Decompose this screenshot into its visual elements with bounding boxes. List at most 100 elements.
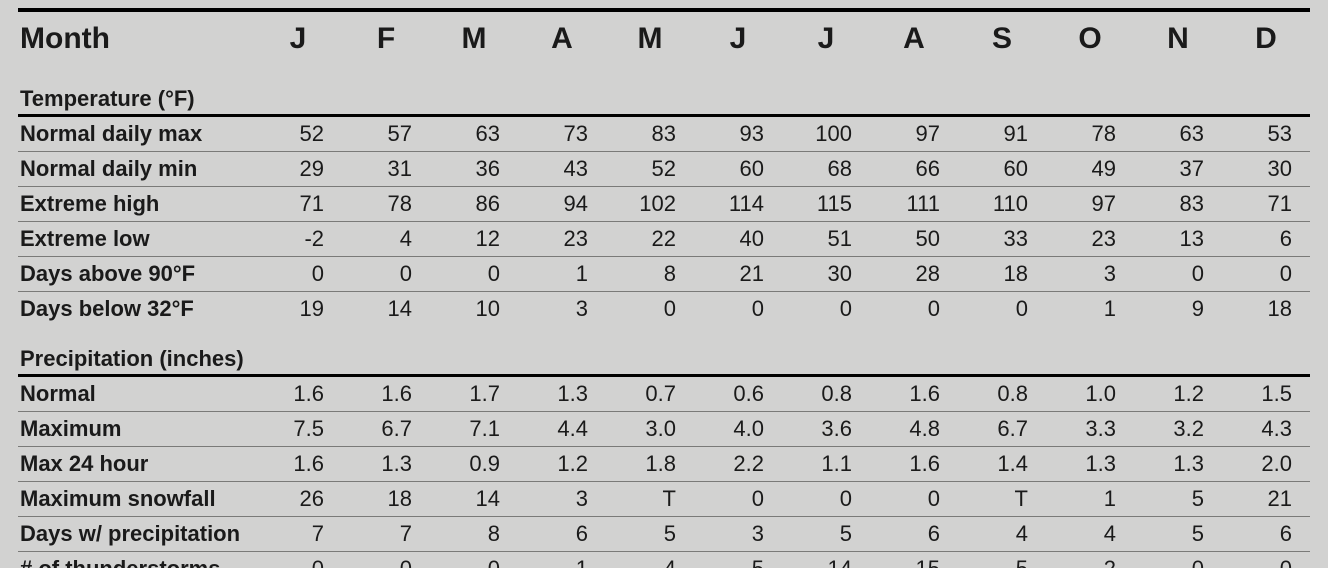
cell: 6.7: [958, 412, 1046, 447]
cell: 66: [870, 152, 958, 187]
cell: 2: [1046, 552, 1134, 568]
cell: 1.3: [1134, 447, 1222, 482]
cell: 7.1: [430, 412, 518, 447]
month-col-2: M: [430, 10, 518, 66]
section-title-0: Temperature (°F): [18, 66, 1310, 116]
cell: 100: [782, 116, 870, 152]
section-heading-precipitation: Precipitation (inches): [18, 326, 1310, 376]
table-row: Maximum 7.5 6.7 7.1 4.4 3.0 4.0 3.6 4.8 …: [18, 412, 1310, 447]
row-label: Days below 32°F: [18, 292, 254, 327]
cell: 111: [870, 187, 958, 222]
month-col-1: F: [342, 10, 430, 66]
cell: 0.9: [430, 447, 518, 482]
cell: 14: [782, 552, 870, 568]
cell: 71: [1222, 187, 1310, 222]
cell: 0: [342, 552, 430, 568]
climate-table: Month J F M A M J J A S O N D Temperatur…: [18, 8, 1310, 568]
cell: 13: [1134, 222, 1222, 257]
cell: 0: [1134, 552, 1222, 568]
cell: 43: [518, 152, 606, 187]
cell: 1.6: [342, 376, 430, 412]
climate-table-page: Month J F M A M J J A S O N D Temperatur…: [0, 0, 1328, 568]
table-row: Normal 1.6 1.6 1.7 1.3 0.7 0.6 0.8 1.6 0…: [18, 376, 1310, 412]
cell: 0: [254, 552, 342, 568]
header-title: Month: [18, 10, 254, 66]
month-col-3: A: [518, 10, 606, 66]
cell: 50: [870, 222, 958, 257]
cell: T: [958, 482, 1046, 517]
cell: 1: [1046, 292, 1134, 327]
cell: 7: [342, 517, 430, 552]
cell: 73: [518, 116, 606, 152]
cell: 31: [342, 152, 430, 187]
row-label: Extreme high: [18, 187, 254, 222]
cell: T: [606, 482, 694, 517]
cell: -2: [254, 222, 342, 257]
row-label: Maximum: [18, 412, 254, 447]
cell: 78: [342, 187, 430, 222]
cell: 12: [430, 222, 518, 257]
cell: 52: [254, 116, 342, 152]
cell: 40: [694, 222, 782, 257]
cell: 26: [254, 482, 342, 517]
cell: 3: [518, 482, 606, 517]
month-col-11: D: [1222, 10, 1310, 66]
cell: 5: [958, 552, 1046, 568]
cell: 97: [1046, 187, 1134, 222]
cell: 36: [430, 152, 518, 187]
row-label: Normal daily max: [18, 116, 254, 152]
cell: 1.6: [870, 376, 958, 412]
cell: 14: [342, 292, 430, 327]
cell: 4: [1046, 517, 1134, 552]
cell: 0.7: [606, 376, 694, 412]
row-label: Max 24 hour: [18, 447, 254, 482]
cell: 1.6: [870, 447, 958, 482]
cell: 0: [1222, 257, 1310, 292]
cell: 10: [430, 292, 518, 327]
cell: 60: [958, 152, 1046, 187]
cell: 1.4: [958, 447, 1046, 482]
cell: 7.5: [254, 412, 342, 447]
cell: 3.2: [1134, 412, 1222, 447]
cell: 30: [1222, 152, 1310, 187]
cell: 21: [694, 257, 782, 292]
cell: 21: [1222, 482, 1310, 517]
cell: 33: [958, 222, 1046, 257]
cell: 1.3: [518, 376, 606, 412]
month-col-5: J: [694, 10, 782, 66]
cell: 22: [606, 222, 694, 257]
month-col-10: N: [1134, 10, 1222, 66]
cell: 18: [1222, 292, 1310, 327]
cell: 0: [254, 257, 342, 292]
cell: 37: [1134, 152, 1222, 187]
cell: 68: [782, 152, 870, 187]
cell: 1.6: [254, 376, 342, 412]
cell: 6: [1222, 222, 1310, 257]
cell: 5: [1134, 482, 1222, 517]
cell: 1: [1046, 482, 1134, 517]
cell: 9: [1134, 292, 1222, 327]
cell: 2.2: [694, 447, 782, 482]
table-row: Days w/ precipitation 7 7 8 6 5 3 5 6 4 …: [18, 517, 1310, 552]
cell: 23: [1046, 222, 1134, 257]
section-heading-temperature: Temperature (°F): [18, 66, 1310, 116]
row-label: Extreme low: [18, 222, 254, 257]
cell: 57: [342, 116, 430, 152]
month-col-6: J: [782, 10, 870, 66]
month-col-7: A: [870, 10, 958, 66]
cell: 6.7: [342, 412, 430, 447]
cell: 91: [958, 116, 1046, 152]
table-row: Normal daily min 29 31 36 43 52 60 68 66…: [18, 152, 1310, 187]
cell: 1.1: [782, 447, 870, 482]
cell: 94: [518, 187, 606, 222]
cell: 3.3: [1046, 412, 1134, 447]
table-row: Extreme high 71 78 86 94 102 114 115 111…: [18, 187, 1310, 222]
cell: 1.2: [1134, 376, 1222, 412]
cell: 5: [1134, 517, 1222, 552]
cell: 0: [958, 292, 1046, 327]
cell: 0.8: [958, 376, 1046, 412]
cell: 4.0: [694, 412, 782, 447]
cell: 115: [782, 187, 870, 222]
cell: 3: [518, 292, 606, 327]
row-label: Maximum snowfall: [18, 482, 254, 517]
